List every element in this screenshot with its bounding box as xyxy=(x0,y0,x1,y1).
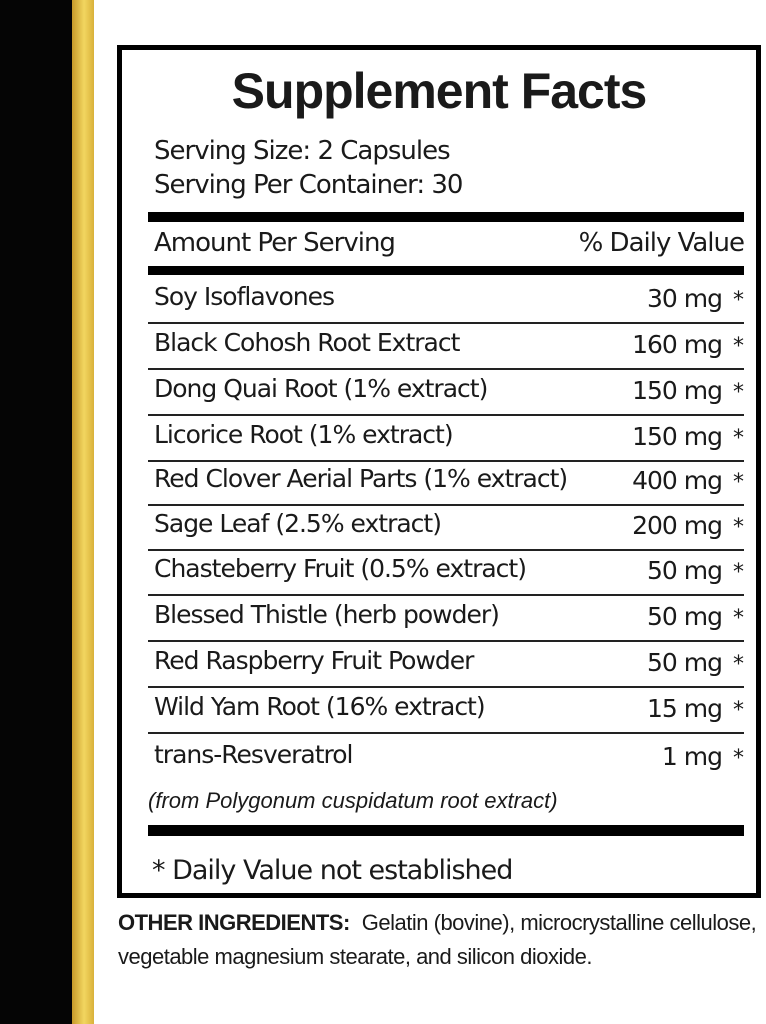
daily-value-marker: * xyxy=(733,652,744,677)
ingredient-name: Black Cohosh Root Extract xyxy=(154,328,460,357)
ingredient-amount: 150 mg xyxy=(632,376,723,405)
daily-value-marker: * xyxy=(733,380,744,405)
servings-per-container: Serving Per Container: 30 xyxy=(154,170,463,200)
daily-value-marker: * xyxy=(733,334,744,359)
ingredient-amount: 50 mg xyxy=(647,648,723,677)
ingredient-amount: 400 mg xyxy=(632,466,723,495)
daily-value-marker: * xyxy=(733,515,744,540)
ingredient-amount: 200 mg xyxy=(632,511,723,540)
ingredient-amount: 30 mg xyxy=(647,284,723,313)
divider-thick xyxy=(148,266,744,275)
ingredient-row: Sage Leaf (2.5% extract) 200 mg * xyxy=(148,503,744,551)
daily-value-marker: * xyxy=(733,606,744,631)
ingredient-row: Red Raspberry Fruit Powder 50 mg * xyxy=(148,640,744,688)
other-ingredients: OTHER INGREDIENTS: Gelatin (bovine), micr… xyxy=(118,906,766,974)
ingredient-name: Wild Yam Root (16% extract) xyxy=(154,692,486,721)
serving-size: Serving Size: 2 Capsules xyxy=(154,136,451,166)
ingredient-name: Dong Quai Root (1% extract) xyxy=(154,374,488,403)
ingredient-row: Wild Yam Root (16% extract) 15 mg * xyxy=(148,686,744,734)
ingredient-row: Dong Quai Root (1% extract) 150 mg * xyxy=(148,368,744,416)
ingredient-name: trans-Resveratrol xyxy=(154,740,353,769)
ingredient-row: Soy Isoflavones 30 mg * xyxy=(148,276,744,324)
other-ingredients-label: OTHER INGREDIENTS: xyxy=(118,910,350,935)
daily-value-marker: * xyxy=(733,746,744,771)
ingredient-row: trans-Resveratrol 1 mg * xyxy=(148,734,744,780)
daily-value-marker: * xyxy=(733,560,744,585)
ingredient-row: Chasteberry Fruit (0.5% extract) 50 mg * xyxy=(148,548,744,596)
ingredient-name: Red Raspberry Fruit Powder xyxy=(154,646,474,675)
daily-value-marker: * xyxy=(733,698,744,723)
panel-title: Supplement Facts xyxy=(231,63,648,119)
ingredient-amount: 150 mg xyxy=(632,422,723,451)
daily-value-marker: * xyxy=(733,426,744,451)
daily-value-marker: * xyxy=(733,288,744,313)
ingredient-amount: 160 mg xyxy=(632,330,723,359)
ingredient-name: Licorice Root (1% extract) xyxy=(154,420,454,449)
other-ingredients-text: Gelatin (bovine), microcrystalline cellu… xyxy=(118,910,757,969)
ingredient-name: Soy Isoflavones xyxy=(154,282,335,311)
ingredient-name: Red Clover Aerial Parts (1% extract) xyxy=(154,464,568,493)
resveratrol-source-note: (from Polygonum cuspidatum root extract) xyxy=(148,788,558,813)
daily-value-marker: * xyxy=(733,470,744,495)
divider-thick xyxy=(148,825,744,836)
ingredient-amount: 15 mg xyxy=(647,694,723,723)
ingredient-amount: 50 mg xyxy=(647,602,723,631)
ingredient-name: Sage Leaf (2.5% extract) xyxy=(154,509,442,538)
amount-per-serving-header: Amount Per Serving xyxy=(154,228,396,258)
ingredient-amount: 50 mg xyxy=(647,556,723,585)
divider-thick xyxy=(148,212,744,222)
ingredient-name: Blessed Thistle (herb powder) xyxy=(154,600,500,629)
daily-value-header: % Daily Value xyxy=(578,228,745,258)
black-stripe xyxy=(0,0,72,1024)
ingredient-row: Red Clover Aerial Parts (1% extract) 400 … xyxy=(148,458,744,506)
ingredient-name: Chasteberry Fruit (0.5% extract) xyxy=(154,554,527,583)
ingredient-row: Blessed Thistle (herb powder) 50 mg * xyxy=(148,594,744,642)
gold-stripe xyxy=(72,0,94,1024)
ingredient-row: Licorice Root (1% extract) 150 mg * xyxy=(148,414,744,462)
supplement-facts-panel: Supplement Facts Serving Size: 2 Capsule… xyxy=(117,45,761,898)
ingredient-row: Black Cohosh Root Extract 160 mg * xyxy=(148,322,744,370)
footnote: * Daily Value not established xyxy=(152,855,513,886)
ingredient-amount: 1 mg xyxy=(661,742,723,771)
